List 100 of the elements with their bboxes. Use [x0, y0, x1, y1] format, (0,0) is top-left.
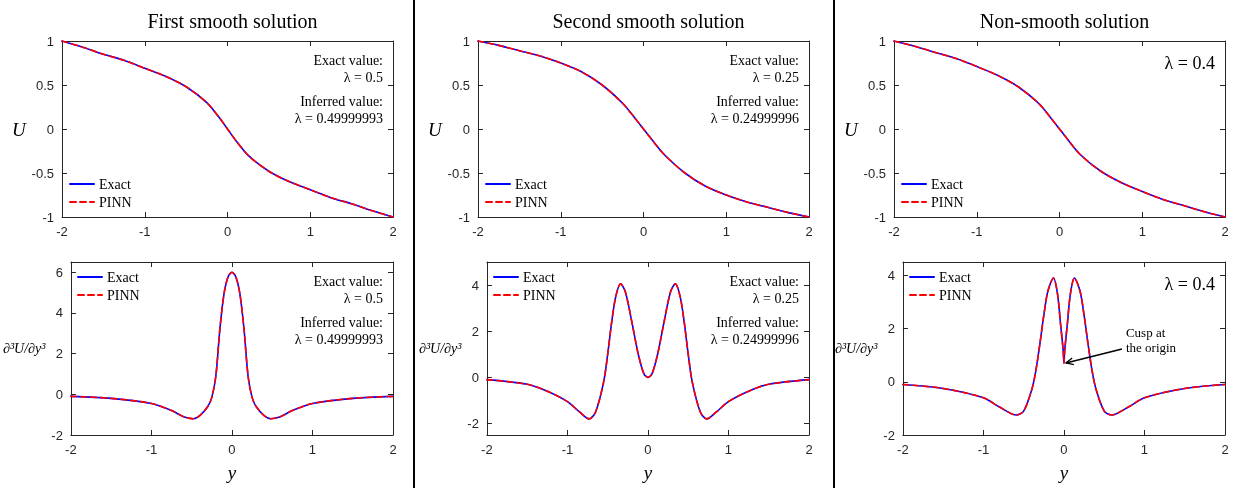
- annotation: λ = 0.25: [752, 70, 799, 86]
- x-tick-label: 2: [1221, 224, 1229, 239]
- x-tick-label: 1: [1138, 224, 1146, 239]
- x-tick-label: 0: [228, 442, 236, 457]
- x-tick-label: 2: [805, 224, 813, 239]
- y-tick-label: 0: [46, 121, 54, 137]
- chart-title: Second smooth solution: [552, 10, 745, 32]
- y-tick-label: 0: [462, 121, 470, 137]
- annotation: λ = 0.5: [343, 70, 383, 86]
- x-tick-label: 0: [1060, 442, 1068, 457]
- y-tick-label: 0: [878, 121, 886, 137]
- annotation: Inferred value:: [300, 94, 383, 110]
- x-tick-label: -1: [977, 442, 990, 457]
- x-tick-label: -1: [554, 224, 567, 239]
- x-tick-label: 2: [1221, 442, 1229, 457]
- x-tick-label: 1: [306, 224, 314, 239]
- line-series: [70, 271, 394, 420]
- y-tick-label: -0.5: [31, 165, 54, 181]
- annotation: λ = 0.24999996: [710, 332, 799, 348]
- x-tick-label: -2: [897, 442, 909, 457]
- y-tick-label: 0.5: [867, 77, 886, 93]
- legend-label: Exact: [523, 269, 555, 285]
- annotation: Inferred value:: [716, 315, 799, 331]
- line-series: [893, 40, 1226, 218]
- y-tick-label: 2: [887, 321, 895, 337]
- annotation: Cusp at the origin: [1125, 325, 1177, 356]
- x-tick-label: 1: [722, 224, 730, 239]
- annotation: λ = 0.49999993: [294, 332, 383, 348]
- y-tick-label: 0: [887, 374, 895, 390]
- x-tick-label: 1: [724, 442, 733, 457]
- x-axis-title: y: [641, 462, 653, 483]
- legend-label: Exact: [515, 176, 547, 192]
- legend-label: PINN: [99, 194, 132, 210]
- y-tick-label: 0: [55, 386, 63, 402]
- y-axis-title: ∂³U/∂y³: [834, 341, 879, 356]
- annotation: Inferred value:: [300, 315, 383, 331]
- y-tick-label: 2: [55, 346, 63, 362]
- y-tick-label: -2: [467, 415, 479, 431]
- legend-label: Exact: [939, 269, 971, 285]
- y-tick-label: -1: [874, 209, 886, 225]
- legend-label: Exact: [107, 269, 139, 285]
- x-axis-title: y: [225, 462, 237, 483]
- x-tick-label: 2: [805, 442, 813, 457]
- y-tick-label: -1: [42, 209, 54, 225]
- y-tick-label: -2: [883, 427, 895, 443]
- x-tick-label: 0: [1055, 224, 1064, 239]
- chart-title: Non-smooth solution: [979, 10, 1150, 32]
- x-tick-label: -1: [145, 442, 158, 457]
- annotation: λ = 0.5: [343, 291, 383, 307]
- y-axis-title: ∂³U/∂y³: [2, 341, 47, 356]
- annotation: λ = 0.49999993: [294, 111, 383, 127]
- chart-title: First smooth solution: [147, 10, 318, 32]
- x-tick-label: -1: [970, 224, 983, 239]
- x-tick-label: -2: [65, 442, 77, 457]
- y-tick-label: -2: [51, 427, 63, 443]
- annotation: λ = 0.4: [1164, 53, 1215, 74]
- y-axis-title: ∂³U/∂y³: [418, 341, 463, 356]
- y-axis-title: U: [843, 118, 859, 140]
- annotation: λ = 0.4: [1164, 274, 1215, 295]
- x-tick-label: 0: [639, 224, 648, 239]
- annotation: Exact value:: [313, 53, 383, 69]
- legend-label: PINN: [523, 287, 556, 303]
- annotation: Exact value:: [729, 274, 799, 290]
- y-tick-label: 4: [471, 277, 479, 293]
- y-tick-label: 4: [55, 305, 63, 321]
- y-tick-label: 0.5: [451, 77, 470, 93]
- annotation: λ = 0.24999996: [710, 111, 799, 127]
- y-tick-label: 1: [46, 33, 54, 49]
- legend-label: PINN: [515, 194, 548, 210]
- y-tick-label: 1: [878, 33, 886, 49]
- x-tick-label: 2: [389, 224, 397, 239]
- legend-label: PINN: [931, 194, 964, 210]
- x-tick-label: 2: [389, 442, 397, 457]
- x-tick-label: 1: [308, 442, 317, 457]
- x-tick-label: 0: [223, 224, 232, 239]
- legend-label: PINN: [939, 287, 972, 303]
- annotation: Exact value:: [729, 53, 799, 69]
- y-tick-label: 0.5: [35, 77, 54, 93]
- annotation: λ = 0.25: [752, 291, 799, 307]
- legend-label: PINN: [107, 287, 140, 303]
- x-tick-label: -1: [138, 224, 151, 239]
- y-axis-title: U: [11, 118, 27, 140]
- annotation: Exact value:: [313, 274, 383, 290]
- x-tick-label: -1: [561, 442, 574, 457]
- y-axis-title: U: [427, 118, 443, 140]
- y-tick-label: 6: [55, 264, 63, 280]
- annotation: Inferred value:: [716, 94, 799, 110]
- y-tick-label: 2: [471, 323, 479, 339]
- y-tick-label: -1: [458, 209, 470, 225]
- y-tick-label: 4: [887, 267, 895, 283]
- x-tick-label: 0: [644, 442, 652, 457]
- y-tick-label: -0.5: [863, 165, 886, 181]
- y-tick-label: 1: [462, 33, 470, 49]
- x-tick-label: -2: [481, 442, 493, 457]
- y-tick-label: -0.5: [447, 165, 470, 181]
- legend-label: Exact: [931, 176, 963, 192]
- line-series: [61, 40, 394, 218]
- x-tick-label: 1: [1140, 442, 1149, 457]
- line-series: [477, 40, 810, 218]
- y-tick-label: 0: [471, 369, 479, 385]
